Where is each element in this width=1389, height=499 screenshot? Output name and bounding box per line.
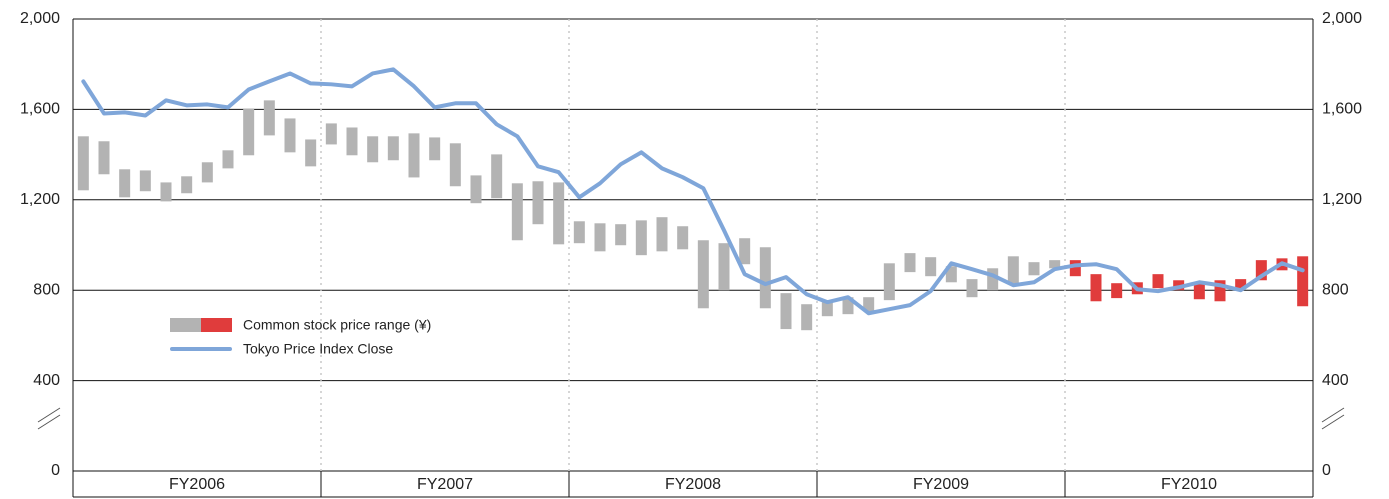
group-label: FY2007 (417, 476, 473, 493)
range-bar (1049, 260, 1061, 269)
legend-swatch (201, 318, 232, 332)
range-bar (181, 176, 193, 194)
y2-tick-label: 2,000 (1322, 10, 1362, 27)
range-bar (987, 268, 999, 291)
range-bar (656, 217, 668, 252)
range-bar (1214, 280, 1226, 302)
range-bar (1152, 274, 1164, 289)
range-bar (449, 143, 461, 187)
index-line (81, 67, 1305, 316)
range-bar (243, 108, 255, 156)
y2-tick-label: 400 (1322, 372, 1349, 389)
range-bar (594, 223, 606, 252)
range-bar (1007, 256, 1019, 284)
range-bar (1235, 279, 1247, 289)
range-bar (925, 257, 937, 277)
range-bar (1255, 260, 1267, 281)
range-bar (697, 240, 709, 309)
range-bar (367, 136, 379, 163)
group-label: FY2009 (913, 476, 969, 493)
range-bar (821, 302, 833, 317)
range-bar (573, 221, 585, 244)
range-bar (883, 263, 895, 301)
group-label: FY2010 (1161, 476, 1217, 493)
range-bar (201, 162, 213, 183)
range-bar (966, 279, 978, 298)
y-tick-label: 400 (33, 372, 60, 389)
legend-label: Common stock price range (¥) (243, 317, 431, 333)
axis-break-left (37, 407, 61, 430)
range-bar (429, 137, 441, 161)
y-tick-label: 1,600 (20, 101, 60, 118)
range-bar (387, 136, 399, 161)
range-bar (718, 243, 730, 291)
range-bar (160, 182, 172, 202)
range-bar (635, 220, 647, 256)
range-bar (98, 141, 110, 175)
range-bar (305, 139, 317, 167)
y2-tick-label: 1,600 (1322, 101, 1362, 118)
legend-label: Tokyo Price Index Close (243, 341, 393, 357)
range-bar (346, 127, 358, 156)
y-tick-label: 1,200 (20, 191, 60, 208)
range-bar (863, 297, 875, 312)
range-bar (511, 183, 523, 241)
range-bar (553, 182, 565, 245)
range-bar (1193, 284, 1205, 300)
range-bar (842, 297, 854, 315)
y-tick-label: 800 (33, 281, 60, 298)
range-bar (780, 293, 792, 330)
range-bar (325, 123, 337, 145)
y-tick-label: 0 (51, 462, 60, 479)
range-bar (1111, 283, 1123, 299)
range-bar (1069, 260, 1081, 277)
range-bar (1028, 262, 1040, 276)
y-tick-label: 2,000 (20, 10, 60, 27)
range-bar (408, 133, 420, 178)
range-bar (801, 304, 813, 331)
range-bar (119, 169, 131, 198)
range-bar (139, 170, 151, 192)
range-bar (532, 181, 544, 225)
group-label: FY2006 (169, 476, 225, 493)
range-bar (945, 266, 957, 283)
legend-swatch (170, 318, 201, 332)
range-bar (1090, 274, 1102, 302)
range-bar (677, 226, 689, 250)
y2-tick-label: 800 (1322, 281, 1349, 298)
range-bar (284, 118, 296, 153)
range-bar (222, 150, 234, 169)
range-bar (759, 247, 771, 309)
range-bar (615, 224, 627, 246)
range-bar (263, 100, 275, 136)
axis-break-right (1321, 407, 1345, 430)
y2-tick-label: 0 (1322, 462, 1331, 479)
y2-tick-label: 1,200 (1322, 191, 1362, 208)
group-label: FY2008 (665, 476, 721, 493)
range-bar (491, 154, 503, 199)
range-bar (739, 238, 751, 265)
range-bar (904, 253, 916, 273)
range-bar (470, 175, 482, 204)
range-bar (77, 136, 89, 191)
range-bar (1297, 256, 1309, 307)
